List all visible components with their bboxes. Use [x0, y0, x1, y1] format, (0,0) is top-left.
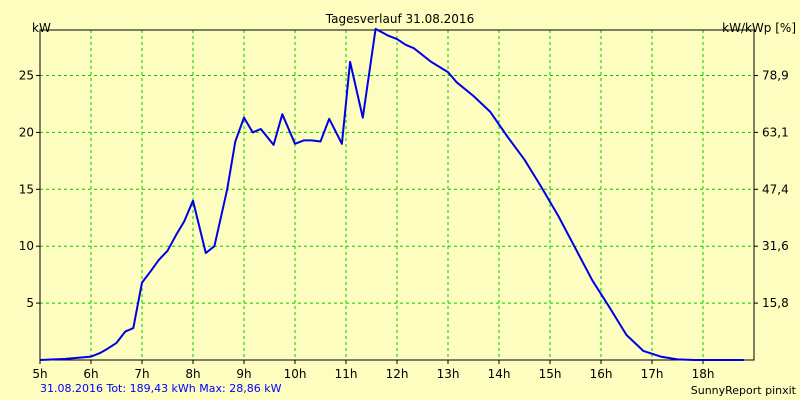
- y-axis-left-ticks: 5 10 15 20 25: [19, 69, 40, 310]
- y-axis-left-label: kW: [32, 21, 51, 35]
- series-line-power: [39, 27, 744, 361]
- y-left-tick-label: 5: [26, 296, 34, 310]
- x-tick-label: 14h: [488, 367, 511, 381]
- x-tick-label: 13h: [437, 367, 460, 381]
- x-axis-ticks: 5h 6h 7h 8h 9h 10h 11h 12h 13h 14h 15h 16h 17h 18h: [32, 360, 714, 381]
- y-right-tick-label: 31,6: [762, 239, 789, 253]
- y-axis-right-ticks: 15,8 31,6 47,4 63,1 78,9: [754, 69, 789, 310]
- footer-summary: 31.08.2016 Tot: 189,43 kWh Max: 28,86 kW: [40, 382, 282, 395]
- x-tick-label: 18h: [692, 367, 715, 381]
- x-tick-label: 12h: [386, 367, 409, 381]
- x-tick-label: 6h: [83, 367, 98, 381]
- x-tick-label: 5h: [32, 367, 47, 381]
- y-right-tick-label: 15,8: [762, 296, 789, 310]
- x-tick-label: 10h: [284, 367, 307, 381]
- chart-title: Tagesverlauf 31.08.2016: [325, 12, 474, 26]
- y-right-tick-label: 78,9: [762, 69, 789, 83]
- x-tick-label: 7h: [134, 367, 149, 381]
- footer-credit: SunnyReport pinxit: [691, 384, 797, 397]
- x-tick-label: 15h: [539, 367, 562, 381]
- y-right-tick-label: 47,4: [762, 182, 789, 196]
- x-tick-label: 9h: [236, 367, 251, 381]
- y-left-tick-label: 20: [19, 125, 34, 139]
- x-tick-label: 8h: [185, 367, 200, 381]
- y-left-tick-label: 10: [19, 239, 34, 253]
- grid-lines: [40, 30, 754, 360]
- y-left-tick-label: 25: [19, 69, 34, 83]
- y-right-tick-label: 63,1: [762, 125, 789, 139]
- y-left-tick-label: 15: [19, 182, 34, 196]
- x-tick-label: 11h: [335, 367, 358, 381]
- y-axis-right-label: kW/kWp [%]: [722, 21, 796, 35]
- series-group: [39, 27, 744, 361]
- x-tick-label: 17h: [641, 367, 664, 381]
- x-tick-label: 16h: [590, 367, 613, 381]
